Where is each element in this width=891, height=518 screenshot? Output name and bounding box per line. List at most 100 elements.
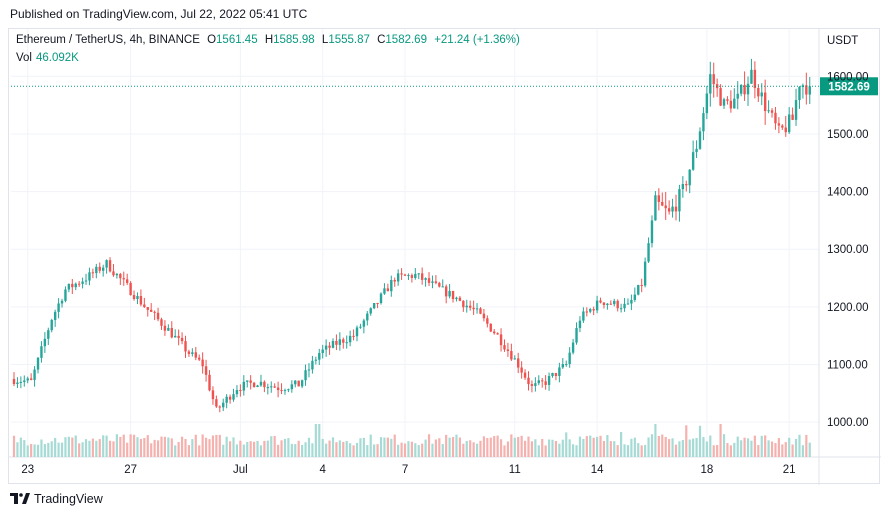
volume-bar (184, 438, 187, 457)
candle-body (259, 381, 263, 386)
volume-bar (517, 436, 520, 457)
candle-body (232, 394, 235, 400)
volume-bar (547, 439, 551, 457)
volume-bar (129, 434, 132, 457)
volume-bar (801, 445, 804, 457)
volume-bar (650, 434, 654, 457)
candle-body (132, 295, 136, 299)
volume-bar (314, 424, 317, 457)
candle-body (372, 302, 376, 309)
candle-body (191, 352, 194, 354)
last-price-tag (820, 77, 878, 96)
volume-bar (637, 443, 640, 457)
volume-bar (445, 434, 448, 457)
volume-bar (596, 436, 599, 457)
volume-bar (64, 437, 67, 457)
volume-bar (187, 445, 191, 457)
candle-body (129, 282, 132, 296)
volume-bar (688, 439, 691, 457)
candle-body (352, 335, 355, 337)
candle-body (222, 402, 225, 408)
candle-body (57, 303, 60, 312)
volume-bar (119, 436, 122, 457)
candle-body (537, 380, 540, 384)
volume-bar (664, 436, 667, 457)
candle-body (712, 74, 715, 85)
x-tick-label: 23 (21, 464, 34, 476)
candle-body (300, 380, 304, 387)
volume-bar (626, 445, 630, 457)
candle-body (91, 272, 95, 274)
volume-bar (678, 441, 681, 457)
candle-body (739, 85, 743, 94)
candle-body (547, 376, 551, 385)
candle-body (671, 206, 674, 212)
candle-body (167, 327, 170, 331)
volume-bar (722, 434, 726, 457)
candle-body (324, 345, 328, 350)
volume-bar (112, 441, 115, 457)
candle-body (503, 345, 506, 350)
volume-bar (613, 441, 616, 457)
candle-body (119, 273, 122, 279)
chart-frame[interactable]: 1582.69 USDT 1000.00 1100.00 1200.00 1300.00 1… (8, 28, 881, 485)
candle-body (715, 84, 719, 89)
candle-body (40, 346, 43, 358)
volume-bar (599, 435, 602, 457)
candle-body (50, 319, 53, 331)
volume-bar (465, 440, 468, 457)
volume-bar (256, 440, 259, 457)
volume-bar (263, 440, 266, 457)
volume-bar (808, 442, 811, 457)
candle-body (760, 92, 763, 97)
candle-body (681, 184, 685, 190)
volume-bar (609, 441, 612, 457)
volume-bar (36, 444, 40, 457)
close-label: C (377, 34, 386, 46)
volume-bar (71, 437, 74, 457)
volume-bar (774, 443, 777, 457)
volume-bar (695, 438, 698, 457)
volume-bar (544, 445, 547, 457)
volume-bar (160, 436, 163, 457)
volume-bar (733, 442, 736, 457)
volume-bar (506, 441, 510, 457)
candle-body (729, 100, 733, 109)
candle-body (805, 85, 808, 95)
candle-body (565, 363, 568, 365)
candle-body (43, 338, 47, 347)
candle-body (393, 279, 396, 282)
volume-bar (54, 437, 57, 457)
candle-body (338, 339, 342, 345)
volume-bar (671, 438, 674, 457)
volume-bar (479, 440, 482, 457)
candle-body (112, 271, 115, 276)
volume-bar (352, 445, 355, 457)
candle-body (523, 372, 527, 378)
y-tick-label: 1400.00 (827, 187, 869, 199)
candle-body (379, 293, 383, 304)
candle-body (534, 383, 537, 386)
candle-body (321, 349, 324, 354)
price-chart[interactable]: 1582.69 USDT 1000.00 1100.00 1200.00 1300.00 1… (9, 29, 881, 485)
brand-label[interactable]: TradingView (34, 492, 103, 506)
volume-bar (438, 438, 441, 457)
volume-bar (294, 444, 297, 457)
candle-body (153, 311, 156, 313)
candle-body (517, 358, 520, 368)
candle-body (770, 110, 774, 113)
volume-bar (623, 444, 626, 457)
volume-bar (98, 439, 101, 457)
volume-bar (767, 440, 770, 457)
candle-body (623, 303, 626, 309)
candle-body (88, 272, 91, 281)
candle-body (568, 352, 571, 364)
volume-bar (644, 444, 647, 457)
volume-bar (537, 445, 540, 457)
candle-body (29, 378, 33, 380)
volume-bar (499, 439, 503, 457)
candle-body (235, 390, 239, 395)
candle-body (654, 195, 657, 221)
candle-body (420, 273, 424, 280)
candle-body (486, 318, 489, 324)
